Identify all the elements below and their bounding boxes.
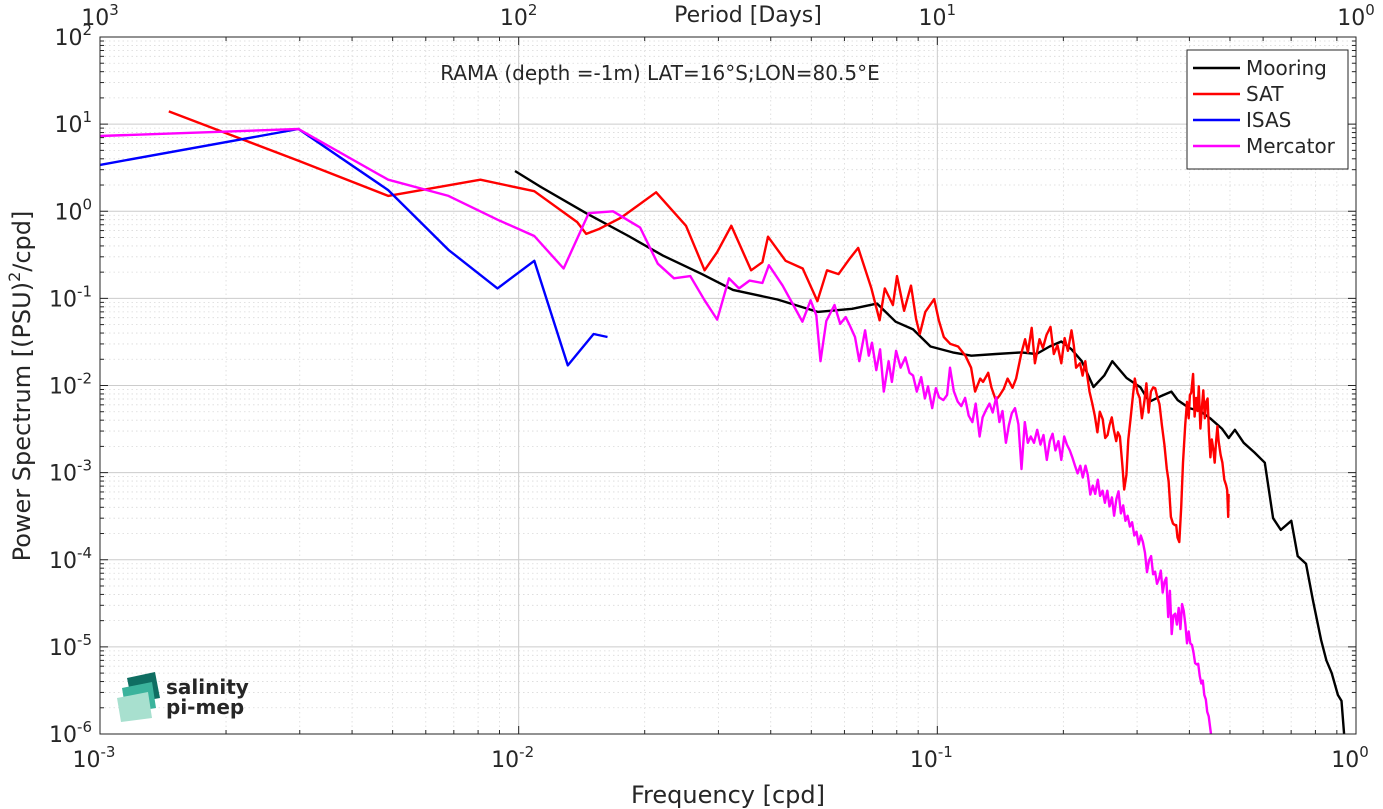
y-tick-base: 10 xyxy=(49,287,77,312)
legend-label-mercator: Mercator xyxy=(1246,134,1336,158)
top-tick-label: 102 xyxy=(500,1,538,31)
top-tick-label: 100 xyxy=(1337,1,1375,31)
y-tick-base: 10 xyxy=(54,26,82,51)
x-tick-base: 10 xyxy=(1331,748,1359,773)
y-tick-label: 10-6 xyxy=(49,718,92,748)
series-lines xyxy=(99,110,1346,735)
chart-title: RAMA (depth =-1m) LAT=16°S;LON=80.5°E xyxy=(440,61,879,85)
y-tick-label: 10-5 xyxy=(49,631,92,661)
y-tick-label: 10-4 xyxy=(49,544,92,574)
top-tick-exponent: 3 xyxy=(109,1,119,19)
top-tick-label: 103 xyxy=(81,1,119,31)
x-tick-exponent: -1 xyxy=(938,743,953,761)
top-tick-label: 101 xyxy=(919,1,957,31)
x-tick-base: 10 xyxy=(491,748,519,773)
top-axis-label: Period [Days] xyxy=(674,3,822,28)
top-tick-exponent: 0 xyxy=(1365,1,1375,19)
y-tick-exponent: -1 xyxy=(77,282,92,300)
logo-wave-front xyxy=(117,692,152,722)
y-tick-exponent: -5 xyxy=(77,631,92,649)
x-tick-exponent: 0 xyxy=(1359,743,1369,761)
x-tick-exponent: -2 xyxy=(519,743,534,761)
y-axis-label: Power Spectrum [(PSU)2/cpd] xyxy=(5,211,36,562)
y-tick-label: 101 xyxy=(54,108,92,138)
y-tick-exponent: 0 xyxy=(82,195,92,213)
legend-label-sat: SAT xyxy=(1246,82,1284,106)
y-tick-base: 10 xyxy=(54,113,82,138)
y-tick-base: 10 xyxy=(49,723,77,748)
top-tick-base: 10 xyxy=(81,6,109,31)
series-line-sat xyxy=(168,110,1230,544)
y-tick-base: 10 xyxy=(49,462,77,487)
x-tick-label: 100 xyxy=(1331,743,1369,773)
y-axis-label-sup: 2 xyxy=(5,272,24,282)
top-tick-base: 10 xyxy=(919,6,947,31)
y-tick-label: 102 xyxy=(54,21,92,51)
y-tick-exponent: -6 xyxy=(77,718,92,736)
salinity-pi-mep-logo: salinity pi-mep xyxy=(117,672,249,722)
x-tick-label: 10-1 xyxy=(910,743,953,773)
top-tick-exponent: 1 xyxy=(947,1,957,19)
x-axis-label: Frequency [cpd] xyxy=(631,781,825,809)
y-tick-base: 10 xyxy=(49,375,77,400)
legend-label-isas: ISAS xyxy=(1246,108,1291,132)
legend-box xyxy=(1186,49,1349,170)
y-axis-label-main: Power Spectrum [(PSU) xyxy=(8,282,36,561)
logo-line-2: pi-mep xyxy=(166,695,244,719)
x-tick-base: 10 xyxy=(73,748,101,773)
x-tick-label: 10-3 xyxy=(73,743,116,773)
y-tick-label: 10-3 xyxy=(49,457,92,487)
top-tick-base: 10 xyxy=(1337,6,1365,31)
series-line-isas xyxy=(99,127,608,367)
y-tick-exponent: -3 xyxy=(77,457,92,475)
y-tick-exponent: -2 xyxy=(77,370,92,388)
ticks xyxy=(99,36,1357,735)
y-tick-base: 10 xyxy=(54,200,82,225)
y-tick-label: 10-1 xyxy=(49,282,92,312)
series-line-mooring xyxy=(514,169,1346,735)
x-tick-base: 10 xyxy=(910,748,938,773)
y-axis-label-tail: /cpd] xyxy=(8,211,36,272)
legend-label-mooring: Mooring xyxy=(1246,56,1327,80)
x-tick-exponent: -3 xyxy=(101,743,116,761)
x-tick-label: 10-2 xyxy=(491,743,534,773)
y-tick-base: 10 xyxy=(49,636,77,661)
y-tick-label: 10-2 xyxy=(49,370,92,400)
top-tick-exponent: 2 xyxy=(528,1,538,19)
series-line-mercator xyxy=(99,127,1213,735)
grid xyxy=(99,36,1357,735)
logo-line-1: salinity xyxy=(166,675,249,699)
y-tick-exponent: -4 xyxy=(77,544,92,562)
y-tick-label: 100 xyxy=(54,195,92,225)
y-tick-base: 10 xyxy=(49,549,77,574)
top-tick-base: 10 xyxy=(500,6,528,31)
y-tick-exponent: 1 xyxy=(82,108,92,126)
y-tick-exponent: 2 xyxy=(82,21,92,39)
